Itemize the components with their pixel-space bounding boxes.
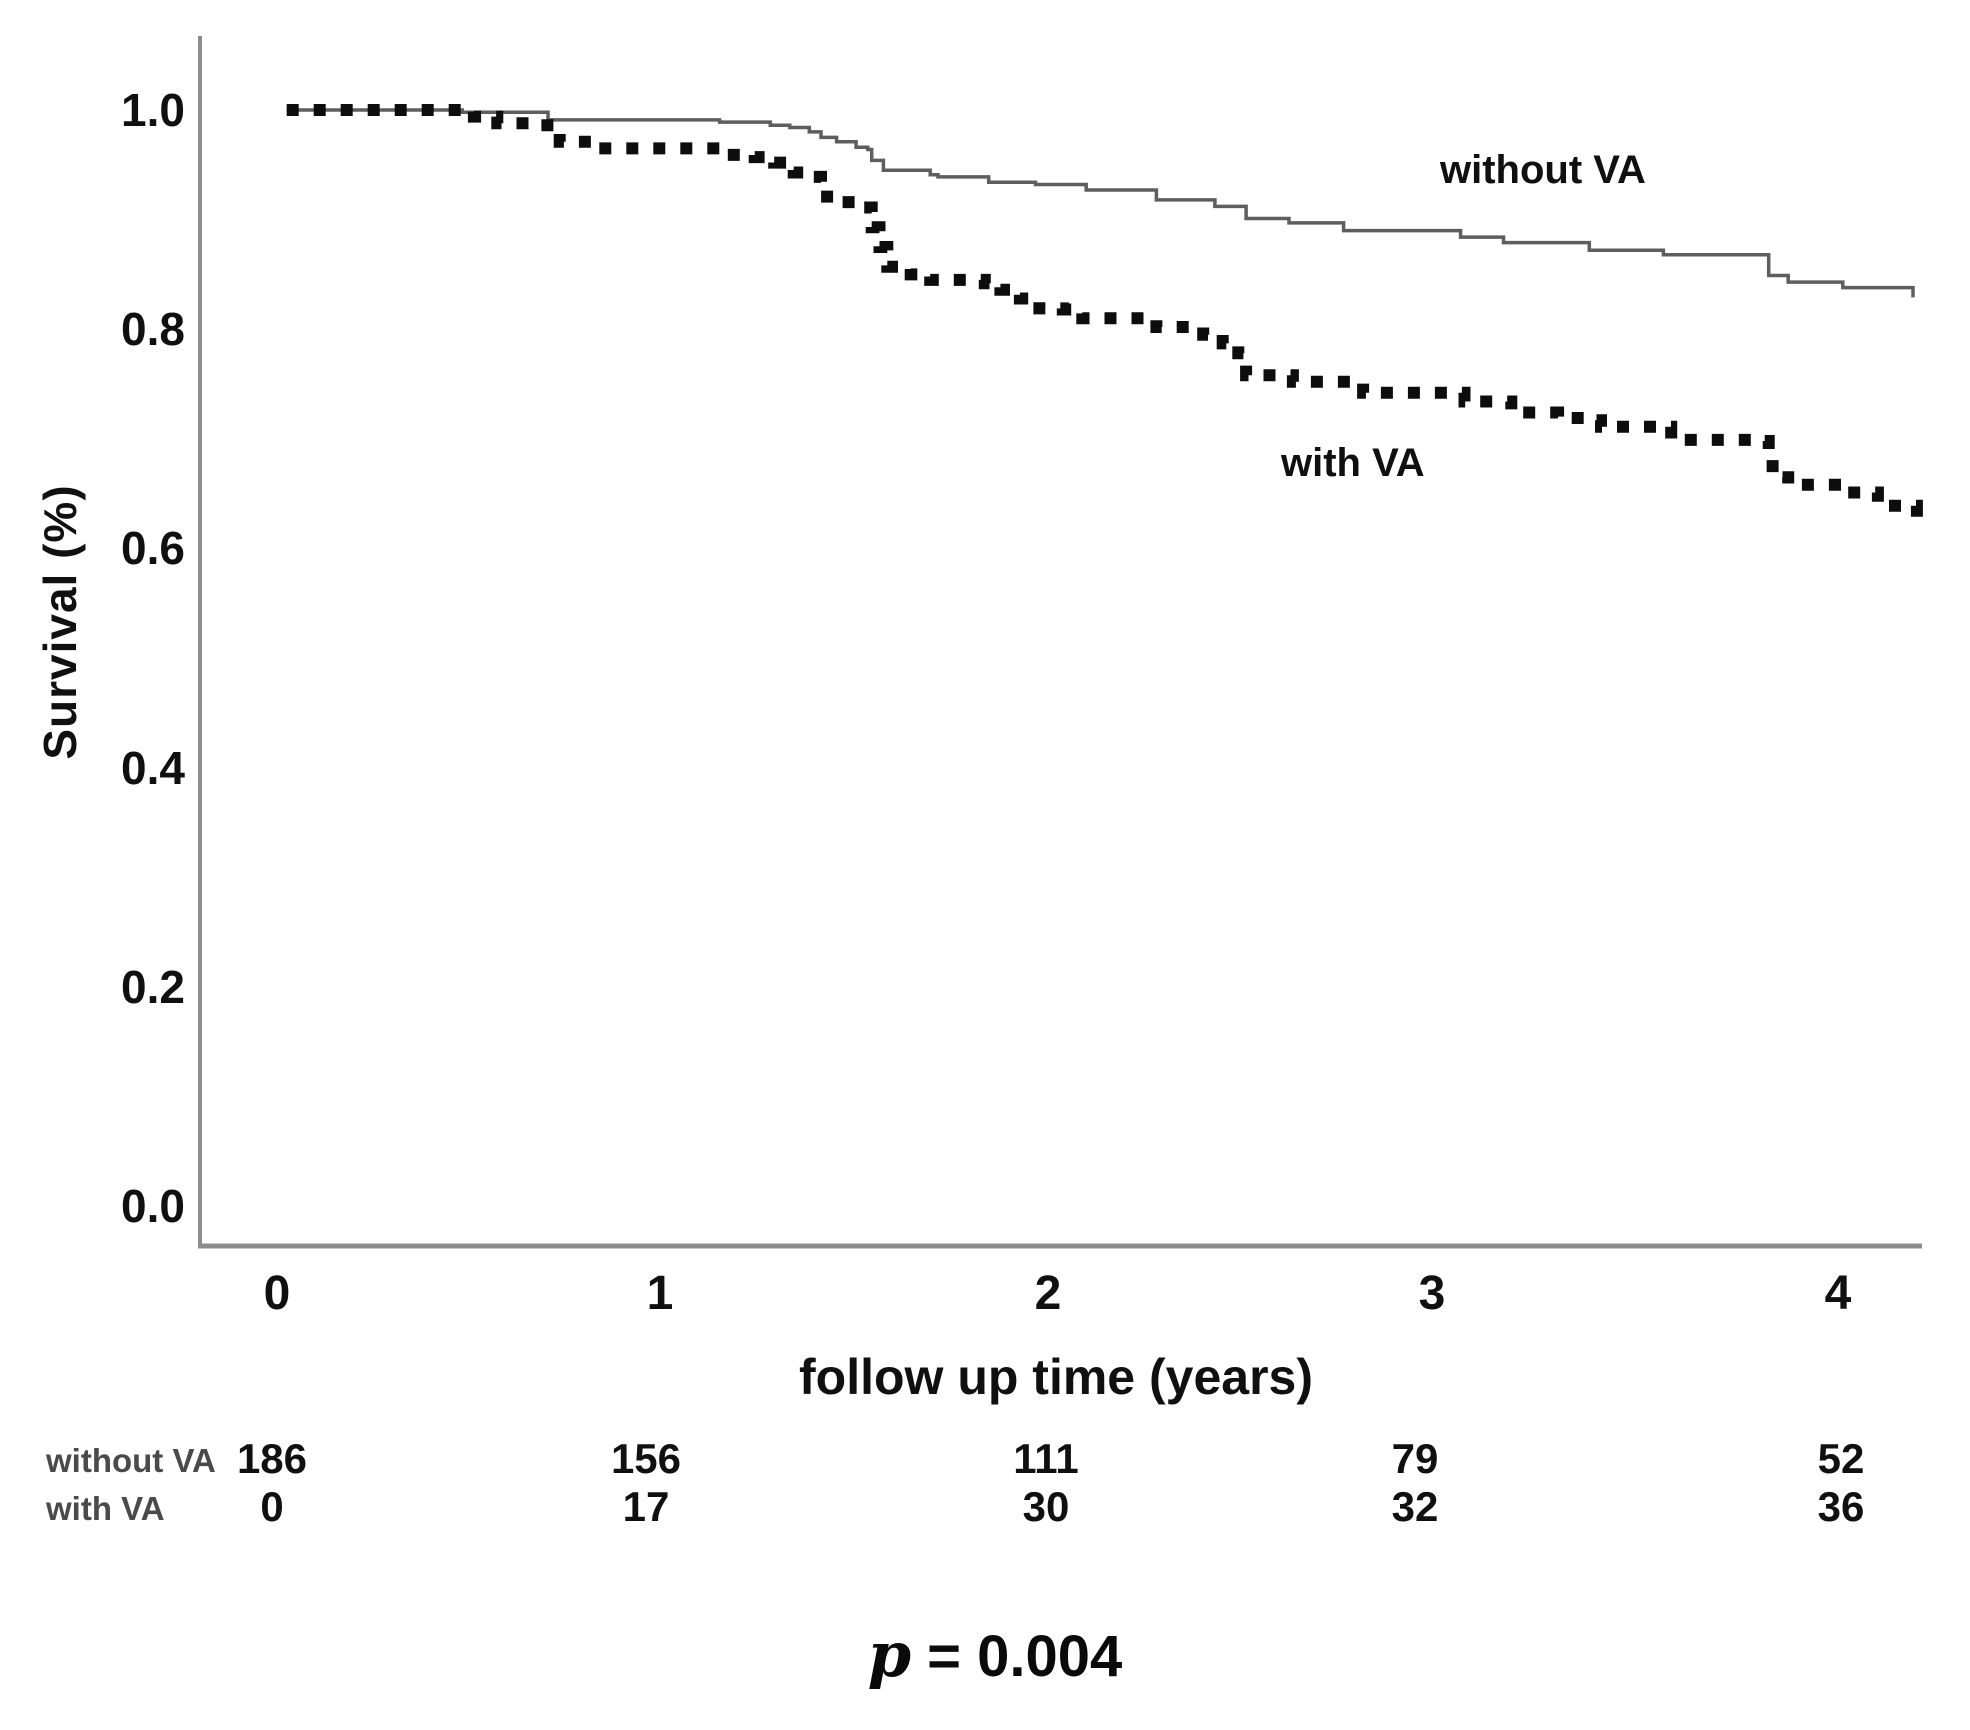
risk-count-value: 79: [1391, 1435, 1439, 1482]
series-label-with-va: with VA: [1281, 441, 1425, 485]
survival-curves: [286, 104, 1923, 518]
risk-count-value: 156: [610, 1435, 682, 1482]
y-tick-label: 0.8: [121, 303, 185, 356]
risk-count-value: 0: [260, 1483, 284, 1530]
with-va-dotted-curve: [286, 104, 1923, 518]
risk-count-value: 36: [1817, 1483, 1865, 1530]
risk-count-value: 17: [622, 1483, 670, 1530]
y-tick-label: 1.0: [121, 84, 185, 136]
risk-count-value: 52: [1817, 1435, 1865, 1482]
risk-count-value: 186: [236, 1435, 308, 1482]
risk-row-label: with VA: [46, 1490, 165, 1527]
x-tick-label: 4: [1824, 1267, 1852, 1320]
without-va-solid-curve: [286, 108, 1915, 298]
x-axis-title: follow up time (years): [799, 1349, 1313, 1405]
risk-count-value: 32: [1391, 1483, 1439, 1530]
p-value-label: p = 0.004: [695, 1618, 1295, 1691]
x-tick-label: 3: [1418, 1267, 1446, 1320]
risk-count-value: 30: [1022, 1483, 1070, 1530]
risk-row-label: without VA: [46, 1442, 216, 1479]
x-tick-label: 0: [263, 1267, 291, 1320]
p-symbol: p: [867, 1618, 912, 1691]
series-label-without-va: without VA: [1440, 148, 1646, 192]
y-tick-label: 0.2: [121, 960, 185, 1013]
x-tick-label: 2: [1034, 1267, 1062, 1320]
y-tick-label: 0.6: [121, 522, 185, 575]
x-tick-label: 1: [646, 1267, 674, 1320]
y-tick-label: 0.4: [121, 741, 185, 794]
risk-count-value: 111: [1013, 1435, 1079, 1482]
y-tick-label: 0.0: [121, 1180, 185, 1232]
p-value-text: = 0.004: [911, 1624, 1123, 1689]
